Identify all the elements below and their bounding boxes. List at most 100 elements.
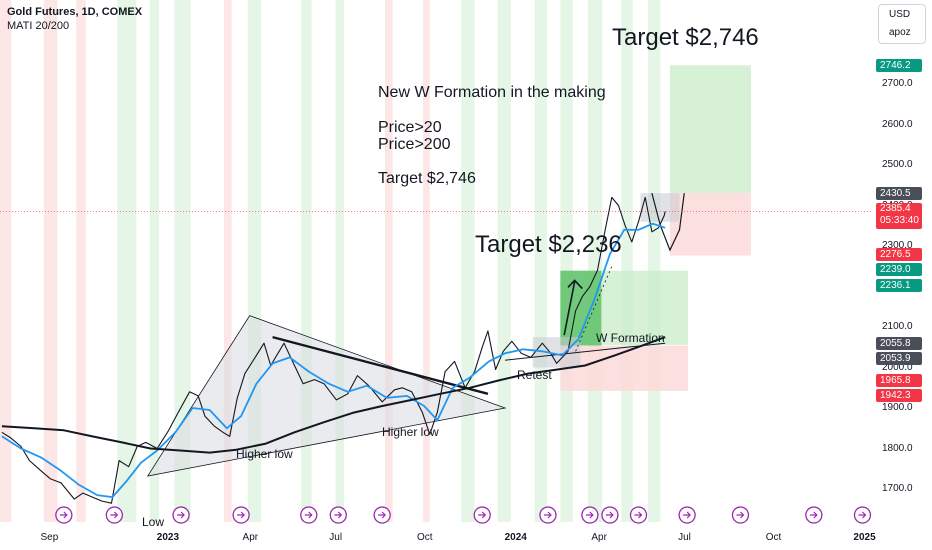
currency-box[interactable]: USD apoz [878, 4, 926, 44]
y-tick-label: 2600.0 [882, 118, 913, 130]
currency-label: USD [889, 9, 911, 20]
arrow-right-icon [59, 511, 68, 519]
w-formation-label: W Formation [596, 331, 665, 345]
y-tick-label: 1900.0 [882, 402, 913, 413]
event-marker[interactable] [853, 506, 872, 524]
event-marker[interactable] [601, 506, 619, 524]
arrow-right-icon [110, 511, 119, 519]
arrow-right-icon [334, 511, 343, 519]
signal-band [497, 0, 511, 522]
signal-band [223, 0, 232, 522]
w-projection-curve [651, 192, 685, 252]
event-marker[interactable] [539, 506, 557, 524]
x-tick-label: Oct [416, 532, 433, 543]
note-target: Target $2,746 [378, 170, 476, 187]
arrow-right-icon [237, 511, 245, 519]
y-tick-label: 2500.0 [882, 159, 913, 170]
w-formation-box-2 [640, 193, 680, 222]
stop-zone-mid [560, 345, 689, 391]
big-target-mid-label: Target $2,236 [475, 231, 622, 258]
price-tag: 1965.8 [876, 374, 922, 387]
signal-band [423, 0, 430, 522]
arrow-right-icon [634, 511, 643, 519]
arrow-right-icon [585, 511, 594, 519]
x-tick-label: 2024 [504, 532, 527, 543]
arrow-right-icon [177, 511, 185, 519]
price-tag: 2746.2 [876, 59, 922, 73]
signal-band [0, 0, 12, 522]
event-marker[interactable] [805, 506, 823, 524]
event-marker[interactable] [172, 506, 190, 524]
signal-band [461, 0, 475, 522]
x-tick-label: Sep [40, 532, 59, 543]
dotted-projection [575, 266, 613, 352]
signal-band [385, 0, 393, 522]
signal-band [588, 0, 603, 522]
signal-band [560, 0, 573, 522]
arrow-right-icon [605, 511, 614, 519]
event-marker[interactable] [232, 506, 250, 524]
event-marker[interactable] [473, 506, 491, 524]
signal-band [117, 0, 137, 522]
event-markers[interactable] [55, 506, 872, 524]
arrow-right-icon [378, 511, 387, 519]
arrow-right-icon [478, 511, 487, 519]
price-tag: 2055.8 [876, 337, 922, 350]
signal-band [76, 0, 86, 522]
price-tag: 2430.5 [876, 187, 922, 201]
price-tag: 2276.5 [876, 248, 922, 261]
x-tick-label: 2025 [853, 532, 876, 543]
arrow-right-icon [304, 511, 313, 519]
signal-band [149, 0, 160, 522]
event-marker[interactable] [731, 506, 750, 524]
countdown-timer: 05:33:40 [880, 215, 919, 227]
x-tick-label: Apr [591, 532, 607, 543]
y-tick-label: 2000.0 [882, 361, 913, 373]
note-price20: Price>20 [378, 119, 442, 136]
event-marker[interactable] [329, 506, 347, 524]
target-zone-upper [669, 65, 751, 194]
x-tick-label: Jul [329, 532, 343, 543]
arrow-right-icon [736, 511, 745, 519]
y-tick-label: 1700.0 [882, 483, 913, 494]
low-label: Low [142, 515, 165, 529]
note-price200: Price>200 [378, 136, 451, 153]
stop-zone-upper [669, 193, 751, 256]
x-tick-label: Apr [242, 532, 259, 543]
event-marker[interactable] [55, 506, 73, 524]
event-marker[interactable] [105, 506, 124, 524]
note-header: New W Formation in the making [378, 84, 606, 101]
arrow-right-icon [809, 511, 818, 519]
price-tag: 2053.9 [876, 352, 922, 365]
chart-title: Gold Futures, 1D, COMEX [7, 6, 143, 18]
arrow-right-icon [543, 511, 552, 519]
price-tag: 2236.1 [876, 279, 922, 292]
signal-band [43, 0, 58, 522]
series-line-ma-200 [1, 336, 666, 454]
event-marker[interactable] [373, 506, 391, 524]
higher-low-label-2: Higher low [382, 425, 439, 439]
resistance-trendline [272, 335, 489, 395]
event-marker[interactable] [678, 506, 696, 524]
signal-bands [0, 0, 661, 522]
signal-band [174, 0, 191, 522]
y-tick-label: 2100.0 [882, 321, 913, 332]
price-tag: 2239.0 [876, 263, 922, 276]
signal-band [534, 0, 548, 522]
signal-band [648, 0, 661, 522]
arrow-right-icon [683, 511, 691, 519]
breakout-arrowhead [567, 279, 583, 290]
signal-band [621, 0, 633, 522]
x-tick-label: Oct [765, 532, 782, 543]
price-tag: 1942.3 [876, 389, 922, 402]
signal-band [301, 0, 312, 522]
price-tag-value: 2385.4 [880, 203, 911, 215]
arrow-right-icon [858, 511, 867, 519]
event-marker[interactable] [581, 506, 599, 524]
retest-label: Retest [517, 368, 552, 382]
x-tick-label: 2023 [156, 532, 180, 543]
event-marker[interactable] [300, 506, 318, 524]
series-lines [0, 196, 872, 504]
event-marker[interactable] [629, 506, 648, 524]
